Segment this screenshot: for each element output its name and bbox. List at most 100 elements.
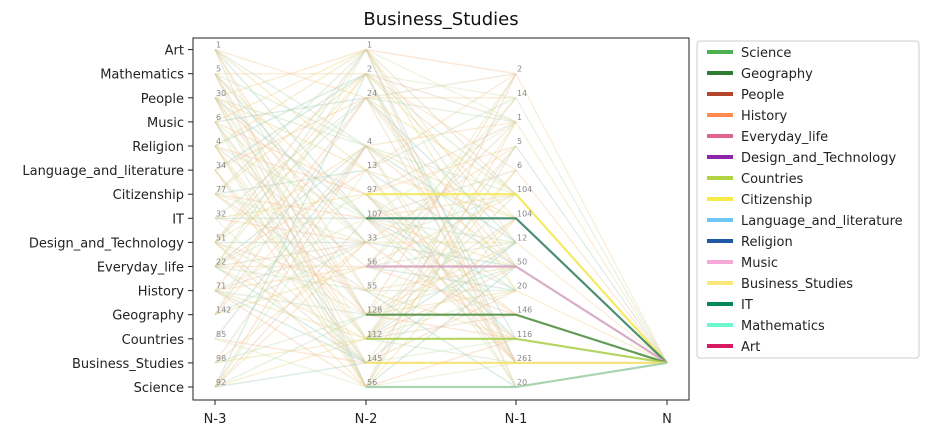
flow-line-175: [365, 241, 517, 316]
flow-line-179: [365, 314, 517, 340]
flow-line-117: [365, 73, 517, 388]
flow-line-98: [214, 241, 367, 388]
flow-line-90: [214, 145, 367, 364]
flow-line-96: [214, 169, 367, 388]
count-label-n-2-design-and-technology: 33: [367, 233, 377, 242]
flow-line-134: [365, 97, 517, 171]
flow-line-45: [214, 169, 367, 195]
flow-line-43: [214, 49, 367, 195]
count-label-n-2-religion: 4: [367, 137, 372, 146]
flow-line-145: [365, 121, 517, 219]
count-label-n-1-people: 14: [517, 89, 527, 98]
flow-line-77: [214, 265, 367, 292]
count-label-n-3-countries: 85: [216, 330, 226, 339]
flow-line-33: [214, 145, 367, 219]
y-tick-label-design-and-technology: Design_and_Technology: [29, 236, 184, 251]
flow-line-55: [214, 49, 367, 243]
flow-line-111: [365, 73, 517, 123]
y-axis: Science Business_Studies Countries Geograph…: [22, 44, 193, 396]
flow-line-10: [214, 73, 367, 243]
flow-line-24: [214, 97, 367, 123]
count-label-n-3-it: 32: [216, 209, 226, 218]
count-label-n-3-history: 71: [216, 282, 226, 291]
flow-line-87: [214, 145, 367, 340]
count-label-n-1-design-and-technology: 12: [517, 233, 527, 242]
flow-line-20: [214, 97, 367, 316]
flow-line-212: [515, 290, 668, 364]
flow-line-150: [365, 217, 517, 292]
flow-line-165: [365, 265, 517, 316]
legend-label-citizenship: Citizenship: [741, 193, 812, 208]
flow-line-41: [214, 169, 367, 364]
flow-line-54: [214, 217, 367, 364]
flow-line-176: [365, 265, 517, 316]
count-label-n-2-mathematics: 2: [367, 65, 372, 74]
count-label-n-2-language-and-literature: 13: [367, 161, 377, 170]
flow-line-79: [214, 289, 367, 340]
flow-line-127: [365, 145, 517, 195]
flow-line-196: [365, 121, 517, 388]
flow-line-108: [365, 49, 517, 364]
flow-line-131: [365, 145, 517, 364]
flow-line-147: [365, 193, 517, 219]
legend-box: [696, 40, 920, 359]
flow-line-203: [515, 73, 668, 364]
count-label-n-1-religion: 5: [517, 137, 522, 146]
flow-line-12: [214, 73, 367, 340]
flow-line-121: [365, 97, 517, 195]
flow-line-148: [365, 217, 517, 244]
legend-label-design-and-technology: Design_and_Technology: [741, 151, 896, 166]
count-label-n-1-countries: 116: [517, 330, 532, 339]
flow-line-75: [214, 217, 367, 292]
flow-line-152: [365, 217, 517, 340]
flow-line-194: [365, 338, 517, 364]
legend-label-people: People: [741, 88, 784, 103]
y-tick-label-business-studies: Business_Studies: [72, 357, 184, 372]
flow-line-11: [214, 73, 367, 316]
y-tick-label-language-and-literature: Language_and_literature: [22, 164, 184, 179]
y-tick-label-geography: Geography: [112, 309, 184, 324]
flow-line-207: [515, 169, 668, 364]
highlight-path-countries: [366, 337, 668, 364]
flow-line-102: [365, 48, 517, 75]
count-label-n-2-geography: 128: [367, 306, 382, 315]
flow-line-23: [214, 48, 367, 123]
flow-line-13: [214, 73, 367, 388]
flow-line-97: [214, 217, 367, 388]
count-label-n-3-people: 30: [216, 89, 226, 98]
flow-line-88: [214, 338, 367, 364]
flow-line-159: [365, 97, 517, 267]
flow-line-22: [214, 97, 367, 388]
count-label-n-1-business-studies: 261: [517, 354, 532, 363]
flow-line-201: [365, 362, 517, 388]
flow-line-40: [214, 169, 367, 340]
count-label-n-3-science: 92: [216, 378, 226, 387]
flow-line-139: [365, 121, 517, 195]
flow-line-63: [214, 241, 367, 388]
flow-line-184: [365, 217, 517, 340]
count-label-n-1-it: 104: [517, 209, 532, 218]
flow-line-26: [214, 121, 367, 243]
flow-line-35: [214, 145, 367, 340]
count-label-n-3-geography: 142: [216, 306, 231, 315]
flow-line-190: [365, 338, 517, 364]
flow-line-14: [214, 48, 367, 99]
legend-label-history: History: [741, 109, 788, 124]
flow-line-166: [365, 73, 517, 291]
flow-line-142: [365, 193, 517, 316]
flow-line-140: [365, 145, 517, 195]
flow-line-188: [365, 314, 517, 340]
flow-line-3: [214, 49, 367, 219]
flow-line-113: [365, 73, 517, 195]
flow-line-62: [214, 241, 367, 364]
legend-label-science: Science: [741, 46, 791, 61]
flow-line-125: [365, 97, 517, 364]
count-label-n-1-music: 1: [517, 113, 522, 122]
y-tick-label-people: People: [141, 92, 184, 107]
flow-line-181: [365, 145, 517, 340]
flow-line-94: [214, 73, 367, 388]
flow-line-18: [214, 97, 367, 243]
count-label-n-2-history: 55: [367, 282, 377, 291]
flow-line-46: [214, 193, 367, 219]
